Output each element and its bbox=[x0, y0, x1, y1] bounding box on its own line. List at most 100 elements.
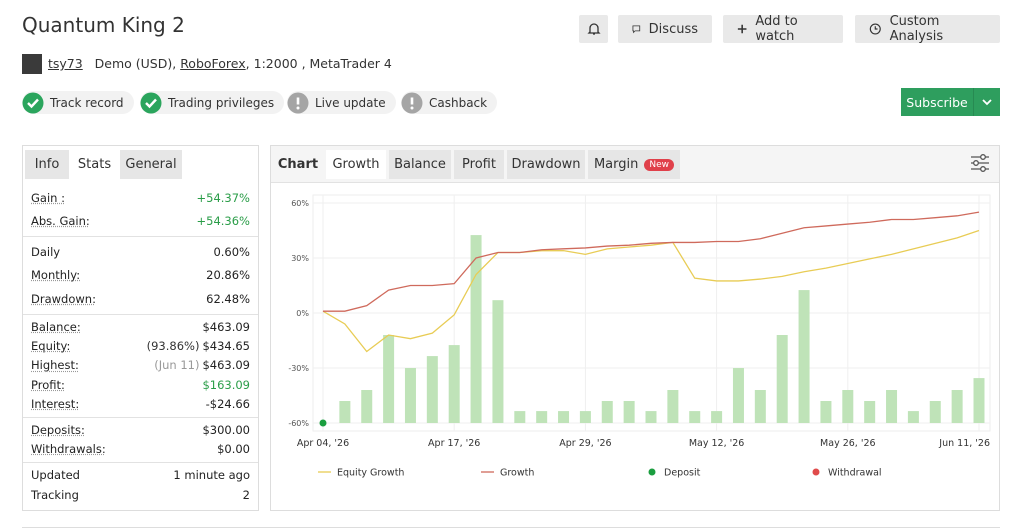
stat-row: Deposits: $300.00 bbox=[31, 421, 250, 440]
analysis-button[interactable]: Custom Analysis bbox=[855, 14, 1000, 44]
stat-row: Equity: (93.86%) $434.65 bbox=[31, 337, 250, 356]
stat-note: (93.86%) bbox=[146, 339, 200, 354]
bar bbox=[339, 401, 351, 423]
stat-row: Monthly: 20.86% bbox=[31, 264, 250, 288]
stat-number: 2 bbox=[242, 487, 250, 502]
y-tick-label: -60% bbox=[288, 419, 309, 428]
stat-number: $463.09 bbox=[202, 320, 250, 335]
bar bbox=[470, 235, 482, 423]
settings-icon[interactable] bbox=[969, 153, 991, 173]
badge-label: Trading privileges bbox=[168, 95, 275, 110]
bar bbox=[601, 401, 613, 423]
stat-value: (Jun 11) $463.09 bbox=[154, 358, 250, 372]
stats-tab[interactable]: Stats bbox=[71, 150, 118, 179]
chart-tab[interactable]: Margin New bbox=[588, 150, 680, 179]
stat-number: 62.48% bbox=[206, 291, 250, 306]
x-tick-label: May 12, '26 bbox=[689, 438, 745, 449]
stat-number: $0.00 bbox=[217, 442, 250, 457]
bar bbox=[492, 300, 504, 423]
stat-row: Interest: -$24.66 bbox=[31, 394, 250, 413]
bar bbox=[623, 401, 635, 423]
bar bbox=[536, 411, 548, 423]
chart-panel: Chart Growth Balance Profit Drawdown Mar… bbox=[270, 145, 1000, 511]
bar bbox=[645, 411, 657, 423]
status-badge: Trading privileges bbox=[140, 91, 285, 114]
subscribe-label: Subscribe bbox=[906, 94, 968, 110]
chart-tab[interactable]: Drawdown bbox=[507, 150, 585, 179]
stat-row: Balance: $463.09 bbox=[31, 318, 250, 337]
stat-row: Abs. Gain: +54.36% bbox=[31, 210, 250, 234]
bar bbox=[754, 390, 766, 423]
bell-icon bbox=[586, 23, 601, 35]
bar bbox=[689, 411, 701, 423]
bar bbox=[361, 390, 373, 423]
stat-label: Daily bbox=[31, 244, 61, 259]
legend-swatch bbox=[812, 468, 820, 476]
bar bbox=[886, 390, 898, 423]
bar bbox=[820, 401, 832, 423]
growth-chart: 60% 30% 0% -30% -60% Apr 04, '26 Apr 17, '26 Ap… bbox=[288, 194, 991, 479]
stat-value: 1 minute ago bbox=[173, 468, 250, 482]
watch-button[interactable]: Add to watch bbox=[723, 14, 843, 44]
badge-label: Cashback bbox=[429, 95, 488, 110]
chart-tab[interactable]: Growth bbox=[326, 150, 386, 179]
stat-value: -$24.66 bbox=[206, 397, 250, 411]
stat-label: Gain : bbox=[31, 190, 65, 205]
chat-icon bbox=[632, 25, 641, 34]
legend-label: Growth bbox=[500, 468, 534, 479]
bar bbox=[973, 378, 985, 423]
notify-button[interactable] bbox=[579, 15, 608, 43]
stat-label: Interest: bbox=[31, 396, 80, 411]
stat-value: +54.37% bbox=[197, 191, 251, 205]
stat-label: Updated bbox=[31, 468, 80, 483]
dropdown-icon[interactable] bbox=[974, 88, 1000, 116]
badge-label: Live update bbox=[315, 95, 386, 110]
stat-label: Drawdown: bbox=[31, 291, 96, 306]
stat-value: $300.00 bbox=[202, 423, 250, 437]
stat-row: Daily 0.60% bbox=[31, 240, 250, 264]
stat-row: Profit: $163.09 bbox=[31, 375, 250, 394]
button-label: Discuss bbox=[648, 21, 698, 37]
badge-icon bbox=[22, 92, 44, 113]
legend-label: Equity Growth bbox=[337, 468, 404, 479]
stat-label: Profit: bbox=[31, 377, 65, 392]
chart-tab[interactable]: Profit bbox=[454, 150, 504, 179]
separator bbox=[23, 461, 258, 463]
stat-row: Drawdown: 62.48% bbox=[31, 287, 250, 311]
bar bbox=[929, 401, 941, 423]
user-link[interactable]: tsy73 bbox=[48, 56, 83, 71]
stat-number: +54.36% bbox=[196, 214, 251, 229]
bar bbox=[426, 356, 438, 423]
stat-label: Highest: bbox=[31, 358, 79, 373]
badge-icon bbox=[140, 92, 162, 113]
chart-tab[interactable]: Balance bbox=[389, 150, 451, 179]
new-badge: New bbox=[644, 158, 675, 171]
bar bbox=[667, 390, 679, 423]
broker-link[interactable]: RoboForex bbox=[180, 56, 246, 71]
status-badge: Track record bbox=[22, 91, 134, 114]
stat-row: Tracking 2 bbox=[31, 485, 250, 504]
bar bbox=[448, 345, 460, 423]
account-details: , 1:2000 , MetaTrader 4 bbox=[245, 56, 392, 71]
stat-number: +54.37% bbox=[196, 190, 251, 205]
bar bbox=[951, 390, 963, 423]
stat-number: $463.09 bbox=[202, 358, 250, 373]
button-label: Add to watch bbox=[755, 14, 798, 44]
legend-swatch bbox=[648, 468, 656, 476]
stat-number: $163.09 bbox=[202, 377, 250, 392]
y-tick-label: 60% bbox=[291, 199, 309, 208]
stat-label: Withdrawals: bbox=[31, 442, 106, 457]
bar bbox=[579, 411, 591, 423]
separator bbox=[23, 313, 258, 315]
bar bbox=[558, 411, 570, 423]
stats-tab[interactable]: Info bbox=[25, 150, 69, 179]
y-tick-label: 30% bbox=[291, 254, 309, 263]
account-line: tsy73 Demo (USD), RoboForex, 1:2000 , Me… bbox=[48, 56, 392, 71]
discuss-button[interactable]: Discuss bbox=[618, 15, 712, 43]
subscribe-button[interactable]: Subscribe bbox=[901, 88, 1000, 116]
stats-tab[interactable]: General bbox=[120, 150, 182, 179]
legend-label: Deposit bbox=[664, 468, 701, 479]
status-badge: Live update bbox=[287, 91, 396, 114]
stat-value: $0.00 bbox=[217, 442, 250, 456]
stat-number: $300.00 bbox=[202, 423, 250, 438]
